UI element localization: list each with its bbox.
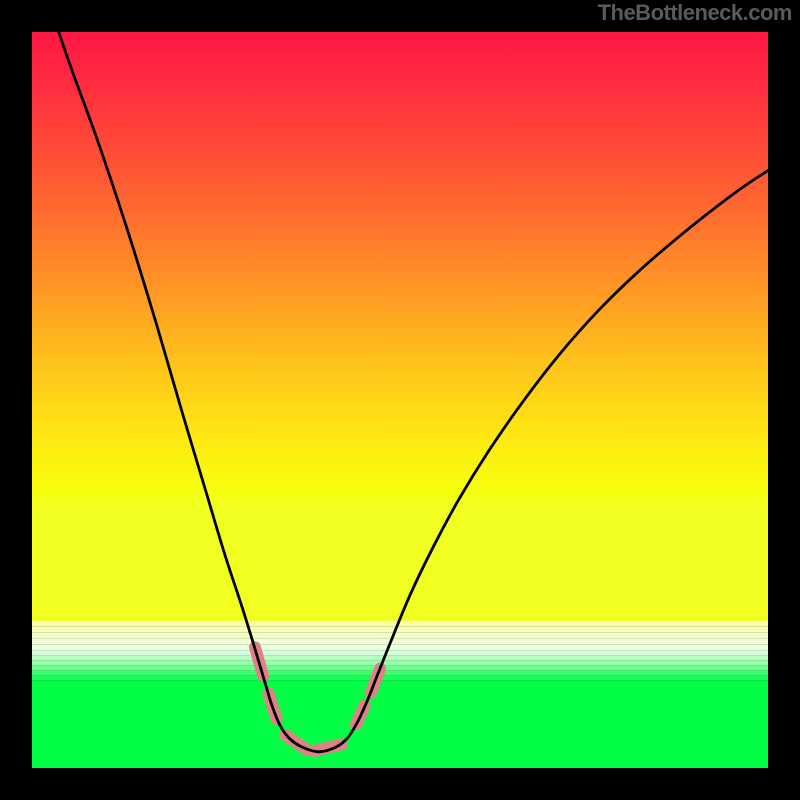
chart-plot-area xyxy=(32,32,768,768)
watermark-text: TheBottleneck.com xyxy=(598,0,792,26)
bottleneck-curve-chart xyxy=(32,32,768,768)
